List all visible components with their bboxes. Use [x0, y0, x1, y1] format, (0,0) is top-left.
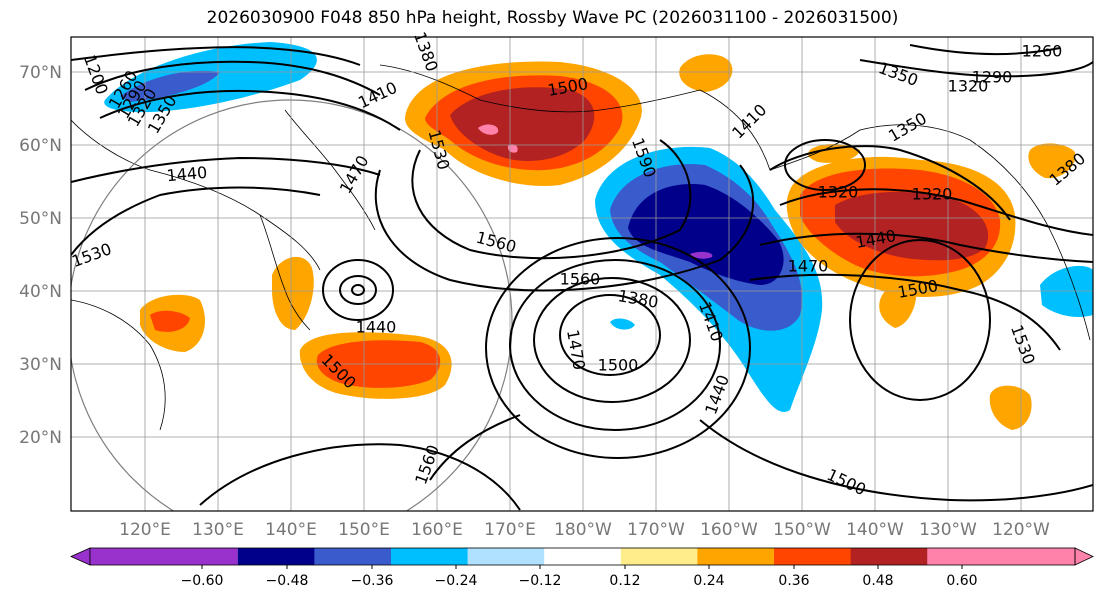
contour-label: 1500	[824, 465, 869, 499]
contour-label: 1320	[948, 77, 989, 96]
positive-anomaly-canada	[1028, 143, 1076, 179]
longitude-label: 160°W	[700, 520, 758, 540]
latitude-label: 60°N	[19, 136, 62, 156]
colorbar-tick-label: −0.24	[435, 573, 478, 589]
colorbar-bin	[620, 548, 698, 565]
negative-anomaly-california	[1040, 265, 1093, 317]
colorbar-bin	[314, 548, 392, 565]
longitude-label: 150°W	[773, 520, 831, 540]
colorbar-extend-high	[1074, 547, 1094, 566]
contour-label: 1470	[336, 152, 373, 197]
contour-label: 1350	[885, 109, 930, 146]
contour-label: 1380	[410, 29, 442, 74]
contour-label: 1530	[1007, 322, 1039, 367]
contour-label: 1320	[912, 185, 953, 204]
contour-label: 1260	[1022, 42, 1063, 61]
contour-label: 1560	[560, 270, 601, 289]
longitude-label: 150°E	[338, 520, 390, 540]
positive-anomaly-hawaii-ne	[989, 385, 1032, 430]
latitude-labels: 70°N 60°N 50°N 40°N 30°N 20°N	[19, 63, 62, 448]
latitude-label: 30°N	[19, 355, 62, 375]
colorbar-tick-label: 0.48	[862, 573, 893, 589]
contour-label: 1440	[701, 372, 733, 417]
colorbar-tick-label: 0.12	[609, 573, 640, 589]
contour-label: 1290	[972, 68, 1013, 87]
colorbar-frame	[89, 547, 1076, 566]
positive-anomaly-japan	[272, 256, 314, 330]
contour-label: 1530	[69, 239, 114, 271]
colorbar-bin	[237, 548, 315, 565]
contour-label: 1410	[728, 100, 770, 142]
longitude-label: 120°W	[992, 520, 1050, 540]
contour-label: 1560	[411, 442, 443, 487]
map-frame	[70, 36, 1094, 512]
longitude-label: 130°W	[919, 520, 977, 540]
contour-label: 1470	[788, 257, 829, 276]
colorbar-bin	[544, 548, 622, 565]
contour-label: 1440	[356, 318, 397, 337]
positive-anomaly-china-core	[150, 310, 190, 332]
contour-label: 1500	[598, 356, 639, 375]
colorbar-tick-label: −0.36	[351, 573, 394, 589]
longitude-label: 160°E	[411, 520, 463, 540]
longitude-label: 180°W	[554, 520, 612, 540]
colorbar-bin	[850, 548, 928, 565]
latitude-label: 40°N	[19, 282, 62, 302]
colorbar-bin	[697, 548, 775, 565]
figure-title: 2026030900 F048 850 hPa height, Rossby W…	[206, 8, 899, 28]
contour-label: 1470	[563, 328, 589, 371]
contour-label: 1320	[818, 183, 859, 202]
colorbar-tick-label: 0.24	[693, 573, 724, 589]
reference-circle	[71, 99, 513, 511]
colorbar-tick-label: 0.36	[778, 573, 809, 589]
colorbar-tick-label: −0.12	[519, 573, 562, 589]
longitude-label: 120°E	[119, 520, 171, 540]
positive-anomaly-subtropical-e	[879, 283, 917, 328]
colorbar-bin	[927, 548, 1075, 565]
longitude-labels: 120°E 130°E 140°E 150°E 160°E 170°E 180°W 170°W…	[119, 520, 1050, 540]
latitude-label: 50°N	[19, 209, 62, 229]
positive-anomaly-alaska	[679, 54, 733, 92]
colorbar-extend-low	[70, 547, 91, 566]
latitude-label: 70°N	[19, 63, 62, 83]
contour-label: 1410	[355, 78, 400, 112]
latitude-label: 20°N	[19, 428, 62, 448]
longitude-label: 170°W	[627, 520, 685, 540]
longitude-label: 170°E	[484, 520, 536, 540]
colorbar-bin	[467, 548, 545, 565]
contour-label: 1200	[80, 52, 112, 97]
colorbar-tick-label: −0.60	[181, 573, 224, 589]
negative-anomaly-npac-min	[690, 251, 713, 259]
positive-anomaly-aleutian-small	[808, 144, 860, 163]
longitude-label: 130°E	[192, 520, 244, 540]
contour-label: 1440	[166, 163, 208, 185]
positive-anomaly-bering-peak	[478, 124, 518, 153]
colorbar-bin	[390, 548, 469, 565]
contour-label: 1380	[616, 286, 659, 312]
colorbar-tick-label: 0.60	[946, 573, 977, 589]
negative-anomaly-npac-core	[628, 184, 784, 285]
longitude-label: 140°W	[846, 520, 904, 540]
colorbar-bin	[774, 548, 852, 565]
negative-anomaly-small-1	[610, 318, 635, 330]
height-contours	[71, 44, 1093, 511]
colorbar-bin	[90, 548, 238, 565]
colorbar: −0.60 −0.48 −0.36 −0.24 −0.12 0.12 0.24 0.36 0.4…	[70, 547, 1094, 589]
longitude-label: 140°E	[265, 520, 317, 540]
contour-label: 1350	[876, 58, 921, 90]
colorbar-tick-label: −0.48	[266, 573, 309, 589]
positive-anomaly-bering-core	[450, 87, 595, 161]
